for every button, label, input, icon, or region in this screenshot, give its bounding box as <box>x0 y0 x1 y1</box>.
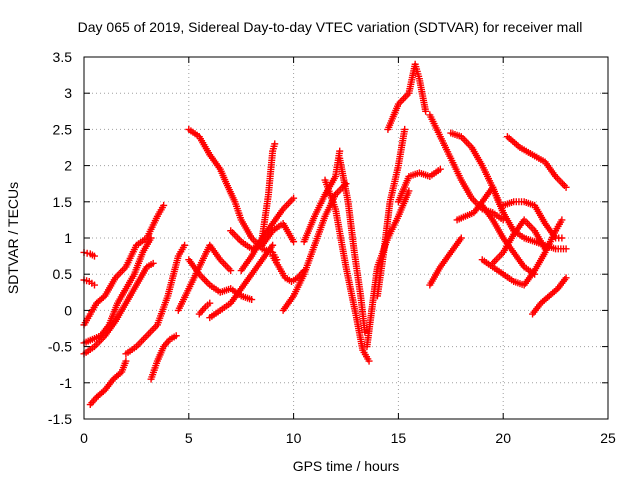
grid <box>84 57 608 419</box>
data-point <box>181 241 189 249</box>
data-series <box>394 165 444 206</box>
data-series <box>258 140 279 242</box>
data-marks <box>80 60 570 409</box>
data-point <box>269 241 277 249</box>
data-series <box>529 274 570 318</box>
data-point <box>290 238 298 246</box>
data-point <box>562 183 570 191</box>
data-point <box>90 252 98 260</box>
data-point <box>558 234 566 242</box>
data-point <box>248 296 256 304</box>
data-series <box>80 248 98 260</box>
y-tick-label: -0.5 <box>48 339 72 355</box>
data-series <box>321 176 373 365</box>
data-point <box>147 234 155 242</box>
data-series <box>499 198 566 242</box>
data-series <box>195 299 214 318</box>
x-tick-label: 0 <box>80 430 88 446</box>
plot-frame <box>83 56 609 420</box>
data-series <box>478 216 566 289</box>
data-point <box>361 328 369 336</box>
data-point <box>558 216 566 224</box>
y-tick-label: 2.5 <box>53 121 73 137</box>
data-point <box>436 165 444 173</box>
data-point <box>562 245 570 253</box>
y-tick-label: 3 <box>64 85 72 101</box>
data-point <box>172 332 180 340</box>
axis-ticks: 0 5 10 15 20 25 -1.5 -1 -0.5 0 0.5 1 1.5 2 2.5 3 3.5 <box>48 49 616 446</box>
y-tick-label: 0.5 <box>53 266 73 282</box>
x-tick-label: 20 <box>495 430 511 446</box>
x-tick-label: 5 <box>185 430 193 446</box>
y-tick-label: 3.5 <box>53 49 73 65</box>
data-series <box>80 234 155 347</box>
data-series <box>80 276 98 289</box>
data-point <box>206 299 214 307</box>
x-tick-label: 15 <box>391 430 407 446</box>
y-axis-label: SDTVAR / TECUs <box>5 182 21 294</box>
data-series <box>237 194 298 275</box>
x-axis-label: GPS time / hours <box>293 458 400 474</box>
data-series <box>279 180 350 314</box>
data-point <box>365 357 373 365</box>
data-point <box>422 107 430 115</box>
data-series <box>122 241 189 358</box>
data-series <box>384 60 430 133</box>
data-series <box>206 241 277 322</box>
x-tick-label: 10 <box>286 430 302 446</box>
data-series <box>489 216 549 267</box>
trace-marker <box>83 249 91 257</box>
data-point <box>271 140 279 148</box>
data-point <box>457 234 465 242</box>
data-point <box>562 274 570 282</box>
chart-title: Day 065 of 2019, Sidereal Day-to-day VTE… <box>78 19 583 35</box>
data-point <box>149 259 157 267</box>
data-point <box>290 194 298 202</box>
data-series <box>80 259 157 358</box>
data-series <box>503 133 570 191</box>
data-point <box>122 357 130 365</box>
data-point <box>90 281 98 289</box>
data-series <box>147 332 180 383</box>
data-series <box>373 125 409 300</box>
y-tick-label: 1 <box>64 230 72 246</box>
data-point <box>227 267 235 275</box>
data-series <box>478 201 539 278</box>
data-point <box>160 201 168 209</box>
data-point <box>405 187 413 195</box>
y-tick-label: 0 <box>64 302 72 318</box>
data-series <box>185 256 256 304</box>
y-tick-label: -1.5 <box>48 411 72 427</box>
y-tick-label: 1.5 <box>53 194 73 210</box>
data-point <box>401 125 409 133</box>
data-series <box>453 183 570 253</box>
data-series <box>86 357 130 409</box>
y-tick-label: 2 <box>64 158 72 174</box>
data-point <box>541 245 549 253</box>
data-series <box>336 154 369 336</box>
data-point <box>336 147 344 155</box>
y-tick-label: -1 <box>60 375 73 391</box>
x-tick-label: 25 <box>600 430 616 446</box>
data-series <box>80 201 168 329</box>
data-series <box>426 234 465 289</box>
